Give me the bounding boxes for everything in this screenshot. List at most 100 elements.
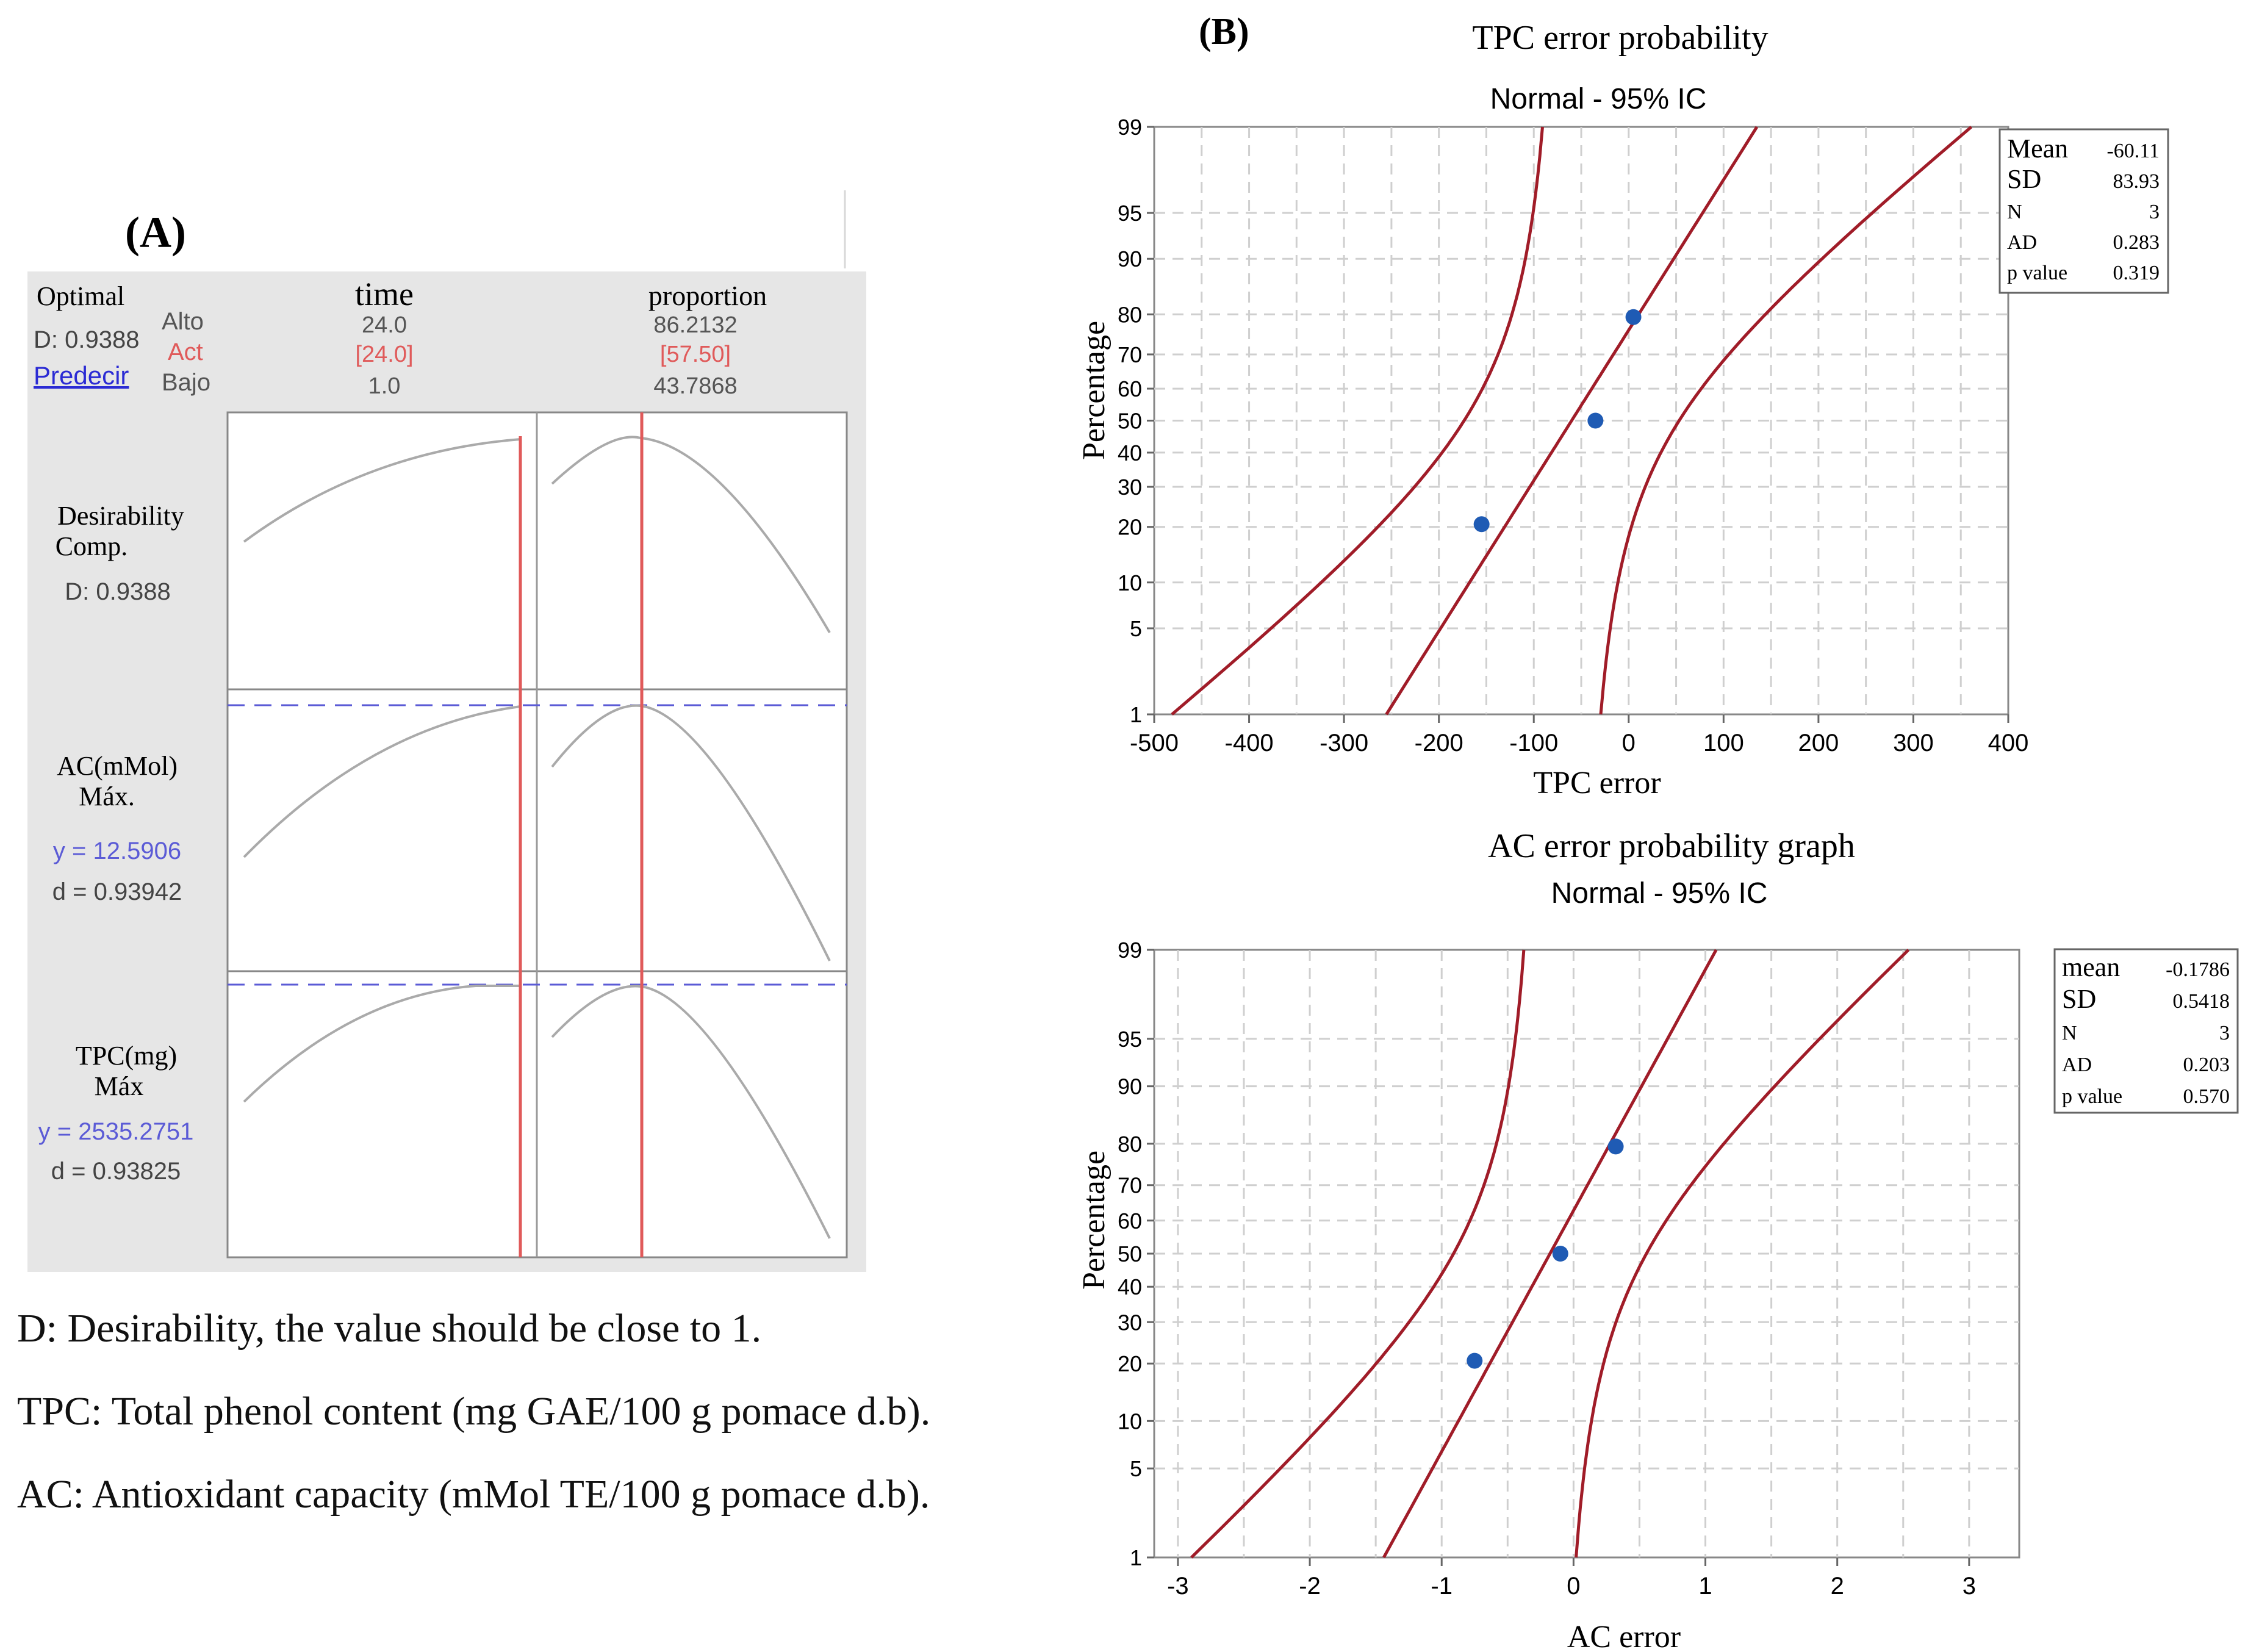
ac-stat-value: 3 — [2219, 1022, 2230, 1044]
note-desirability: D: Desirability, the value should be clo… — [17, 1306, 762, 1351]
tpc-y-tick-label: 50 — [1118, 409, 1142, 434]
tpc-y-tick-label: 40 — [1118, 440, 1142, 465]
ac-probability-plot: AC error probability graph Normal - 95% … — [1077, 827, 2239, 1652]
ac-y-tick-label: 30 — [1118, 1310, 1142, 1335]
ac-stat-value: 0.203 — [2183, 1054, 2230, 1076]
row-desirability-name: Desirability — [57, 501, 184, 531]
ac-y-tick-label: 10 — [1118, 1409, 1142, 1434]
desirability-curve-time — [243, 438, 521, 543]
tpc-x-tick-label: 100 — [1703, 730, 1744, 756]
ac-ci-upper-band — [1575, 949, 1910, 1558]
tpc-stats-box — [1998, 128, 2169, 294]
tpc-stat-value: 0.319 — [2113, 262, 2160, 284]
ac-y-tick-label: 1 — [1130, 1545, 1142, 1570]
ac-y-tick-label: 5 — [1130, 1456, 1142, 1481]
factor-time-low: 1.0 — [368, 373, 401, 399]
ac-y-axis-label: Percentage — [1077, 1151, 1111, 1290]
panel-b: (B) TPC error probability Normal - 95% I… — [915, 0, 2248, 1652]
row-tpc-name: TPC(mg) — [76, 1041, 177, 1071]
tpc-stat-value: 3 — [2149, 201, 2160, 223]
ac-stat-label: p value — [2062, 1085, 2122, 1108]
tpc-stat-label: p value — [2007, 262, 2067, 284]
tpc-x-tick-label: -200 — [1415, 730, 1463, 756]
tpc-data-point — [1473, 516, 1490, 533]
factor-proportion-high: 86.2132 — [653, 312, 737, 338]
predict-link[interactable]: Predecir — [34, 361, 129, 390]
ac-data-point — [1467, 1352, 1483, 1369]
tpc-y-tick-label: 70 — [1118, 342, 1142, 367]
tpc-y-tick-label: 10 — [1118, 570, 1142, 595]
note-ac: AC: Antioxidant capacity (mMol TE/100 g … — [17, 1472, 930, 1517]
footnotes: D: Desirability, the value should be clo… — [17, 1305, 931, 1554]
row-tpc-sub: Máx — [95, 1071, 144, 1101]
factor-proportion-current[interactable]: [57.50] — [660, 342, 731, 367]
ac-x-axis-label: AC error — [1567, 1620, 1681, 1652]
ac-x-tick-label: -2 — [1299, 1573, 1321, 1600]
tpc-ci-upper-band — [1599, 126, 1973, 715]
tpc-x-tick-label: 300 — [1893, 730, 1934, 756]
tpc-y-tick-label: 5 — [1130, 616, 1142, 641]
tpc-data-point — [1587, 412, 1604, 429]
row-desirability-sub: Comp. — [56, 531, 128, 561]
ac-x-tick-label: 3 — [1963, 1573, 1976, 1600]
ac-stats-box — [2053, 948, 2239, 1114]
factor-time-name: time — [355, 276, 414, 312]
ac-y-tick-label: 50 — [1118, 1241, 1142, 1266]
ac-stat-label: mean — [2062, 952, 2120, 982]
ac-y-tick-label: 70 — [1118, 1173, 1142, 1198]
row-tpc-value: y = 2535.2751 — [38, 1118, 194, 1145]
row-label-current: Act — [168, 339, 203, 365]
desirability-curve-proportion — [551, 436, 831, 634]
overall-d-value: D: 0.9388 — [34, 326, 139, 353]
tpc-x-tick-label: -400 — [1225, 730, 1274, 756]
note-tpc: TPC: Total phenol content (mg GAE/100 g … — [17, 1389, 931, 1434]
tpc-chart-subtitle: Normal - 95% IC — [1490, 83, 1707, 115]
ac-data-point — [1552, 1246, 1568, 1262]
panel-a: (A) Optimal D: 0.9388 Predecir Alto Act … — [0, 0, 930, 1652]
ac-y-tick-label: 20 — [1118, 1351, 1142, 1376]
tpc-y-tick-label: 30 — [1118, 475, 1142, 500]
panel-b-label: (B) — [1199, 11, 1249, 52]
row-ac-name: AC(mMol) — [57, 751, 178, 781]
tpc-curve-time — [243, 985, 520, 1103]
ac-stat-label: N — [2062, 1022, 2077, 1044]
ac-curve-proportion — [551, 704, 831, 961]
row-label-high: Alto — [162, 308, 204, 335]
factor-time-current[interactable]: [24.0] — [355, 342, 413, 367]
ac-stat-value: 0.570 — [2183, 1085, 2230, 1108]
ac-stat-label: SD — [2062, 984, 2096, 1014]
ac-x-tick-label: -1 — [1431, 1573, 1453, 1600]
optimal-label: Optimal — [37, 281, 124, 311]
tpc-stat-label: N — [2007, 201, 2022, 223]
tpc-y-axis-label: Percentage — [1077, 321, 1111, 460]
ac-y-tick-label: 60 — [1118, 1208, 1142, 1234]
tpc-y-tick-label: 90 — [1118, 246, 1142, 271]
tpc-stat-value: 0.283 — [2113, 231, 2160, 254]
tpc-y-tick-label: 99 — [1118, 115, 1142, 140]
tpc-x-tick-label: -300 — [1320, 730, 1368, 756]
ac-chart-subtitle: Normal - 95% IC — [1551, 877, 1768, 910]
tpc-x-tick-label: 400 — [1988, 730, 2029, 756]
factor-proportion-name: proportion — [648, 280, 767, 311]
tpc-y-tick-label: 80 — [1118, 302, 1142, 327]
tpc-x-tick-label: -100 — [1509, 730, 1558, 756]
ac-stat-label: AD — [2062, 1054, 2092, 1076]
ac-x-tick-label: 1 — [1698, 1573, 1712, 1600]
ac-y-tick-label: 90 — [1118, 1074, 1142, 1099]
tpc-x-tick-label: -500 — [1130, 730, 1179, 756]
ac-y-tick-label: 80 — [1118, 1132, 1142, 1157]
row-ac-d: d = 0.93942 — [52, 878, 182, 905]
tpc-probability-plot: TPC error probability Normal - 95% IC TP… — [1077, 19, 2169, 800]
ac-y-tick-label: 40 — [1118, 1274, 1142, 1299]
row-label-low: Bajo — [162, 369, 210, 396]
tpc-stat-label: AD — [2007, 231, 2037, 254]
tpc-stat-value: 83.93 — [2113, 170, 2160, 193]
tpc-y-tick-label: 20 — [1118, 515, 1142, 540]
tpc-y-tick-label: 1 — [1130, 702, 1142, 727]
factor-proportion-low: 43.7868 — [653, 373, 737, 399]
tpc-fit-line — [1385, 126, 1759, 716]
row-ac-value: y = 12.5906 — [53, 838, 181, 864]
factor-time-high: 24.0 — [362, 312, 407, 338]
tpc-stat-label: Mean — [2007, 134, 2068, 163]
ac-curve-time — [243, 705, 521, 858]
